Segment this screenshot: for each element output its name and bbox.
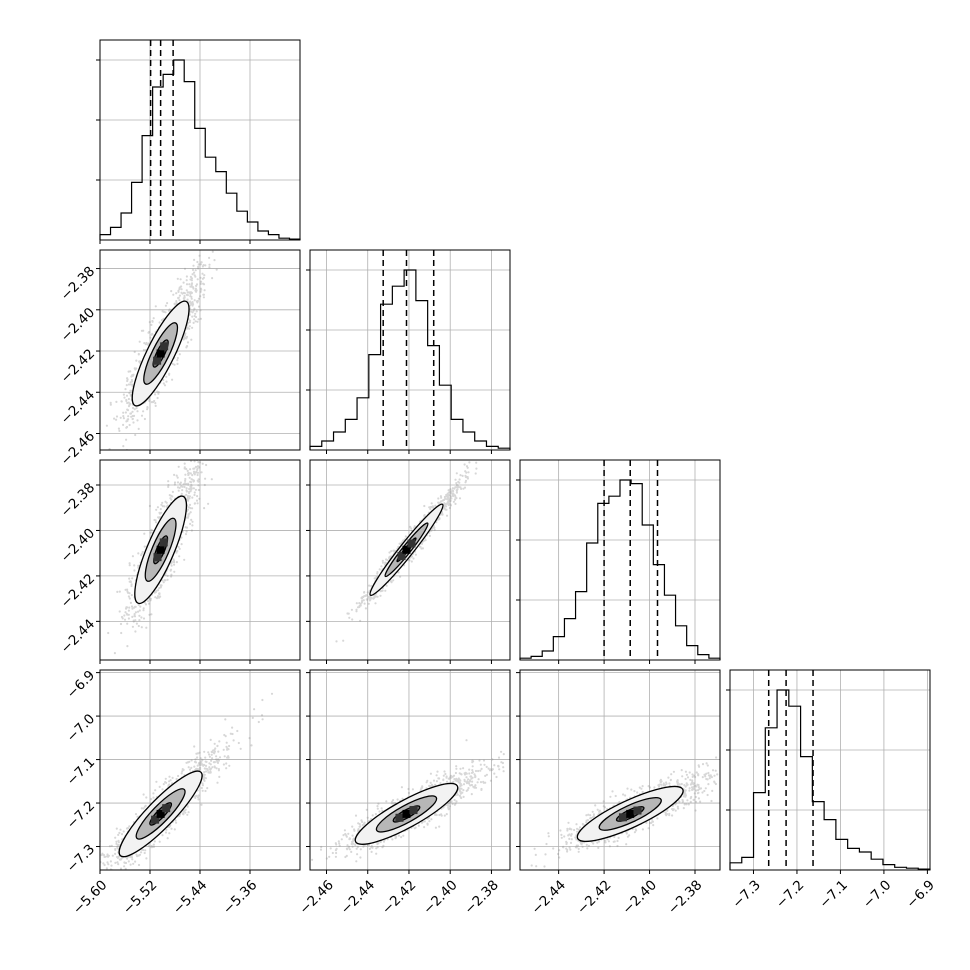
density-peak (160, 342, 169, 351)
grid-lines (730, 670, 930, 870)
pair-content (100, 692, 274, 870)
x-tick-label: −7.0 (860, 877, 894, 911)
pair-panel-2-1 (306, 459, 511, 664)
density-peak (618, 813, 627, 822)
density-peak (397, 552, 406, 561)
density-peak (156, 545, 165, 554)
y-tick-label: −2.44 (58, 387, 99, 428)
y-tick-label: −2.40 (58, 305, 99, 346)
density-peak (626, 809, 635, 818)
x-tick-label: −2.38 (461, 877, 502, 918)
x-tick-label: −2.40 (619, 877, 660, 918)
pair-panel-1-0 (96, 249, 301, 454)
x-tick-label: −7.3 (729, 877, 763, 911)
y-tick-label: −2.42 (58, 346, 99, 387)
hist-panel-0 (96, 39, 301, 244)
y-tick-label: −2.38 (58, 263, 99, 304)
x-tick-label: −2.44 (529, 877, 570, 918)
x-tick-label: −7.1 (816, 877, 850, 911)
density-peak (153, 356, 162, 365)
axes-frame (309, 459, 511, 661)
histogram-step (309, 269, 511, 450)
x-tick-label: −2.46 (296, 877, 337, 918)
y-tick-label: −2.38 (58, 480, 99, 521)
grid-lines (520, 670, 720, 870)
x-tick-label: −5.44 (170, 877, 211, 918)
pair-content (107, 460, 213, 655)
x-tick-label: −2.44 (338, 877, 379, 918)
density-peak (407, 539, 416, 548)
y-tick-label: −2.40 (58, 525, 99, 566)
histogram-step (99, 59, 301, 240)
pair-panel-2-0 (96, 459, 301, 664)
axes-frame (519, 459, 721, 661)
y-tick-label: −2.46 (58, 428, 99, 469)
density-peak (162, 804, 171, 813)
grid-lines (310, 670, 510, 870)
hist-panel-3 (726, 669, 931, 874)
x-tick-label: −2.40 (420, 877, 461, 918)
grid-lines (310, 250, 510, 450)
x-tick-label: −5.60 (70, 877, 111, 918)
density-peak (159, 538, 168, 547)
y-tick-label: −7.2 (64, 798, 98, 832)
y-tick-label: −2.44 (58, 616, 99, 657)
grid-lines (100, 460, 300, 660)
x-tick-label: −5.36 (220, 877, 261, 918)
x-tick-label: −2.42 (574, 877, 615, 918)
histogram-step (729, 689, 931, 870)
y-tick-label: −2.42 (58, 571, 99, 612)
axes-frame (309, 669, 511, 871)
axes-frame (309, 249, 511, 451)
x-tick-label: −5.52 (120, 877, 161, 918)
density-peak (633, 806, 642, 815)
density-peak (153, 553, 162, 562)
density-peak (402, 809, 411, 818)
density-peak (151, 815, 160, 824)
pair-panel-3-1 (306, 669, 511, 874)
histogram-step (519, 479, 721, 660)
x-tick-label: −2.38 (665, 877, 706, 918)
pair-panel-3-0 (96, 669, 301, 874)
density-peak (409, 806, 418, 815)
y-tick-label: −7.1 (64, 754, 98, 788)
pair-content (530, 756, 720, 868)
hist-panel-2 (516, 459, 721, 664)
density-peak (395, 813, 404, 822)
pair-content (311, 739, 505, 863)
pair-content (335, 460, 487, 643)
hist-panel-1 (306, 249, 511, 454)
x-tick-label: −6.9 (903, 877, 937, 911)
grid-lines (100, 40, 300, 240)
y-tick-label: −7.3 (64, 841, 98, 875)
density-peak (402, 545, 411, 554)
axes-frame (519, 669, 721, 871)
grid-lines (310, 460, 510, 660)
x-tick-label: −7.2 (773, 877, 807, 911)
grid-lines (100, 250, 300, 450)
density-peak (156, 349, 165, 358)
y-tick-label: −7.0 (64, 711, 98, 745)
axes-frame (729, 669, 931, 871)
pair-panel-3-2 (516, 669, 721, 874)
pair-content (105, 250, 218, 450)
x-tick-label: −2.42 (379, 877, 420, 918)
density-peak (156, 809, 165, 818)
y-tick-label: −6.9 (64, 667, 98, 701)
